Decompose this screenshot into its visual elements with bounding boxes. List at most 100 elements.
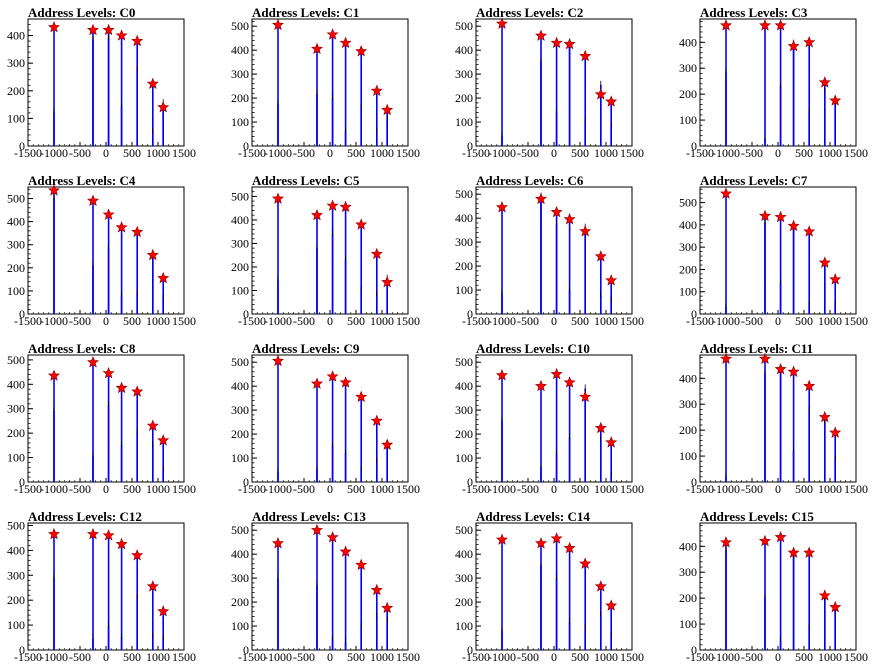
peak-marker (803, 36, 816, 48)
y-tick-label: 300 (7, 402, 25, 416)
peak-marker (579, 225, 592, 237)
x-tick-label: -1500 (686, 650, 714, 664)
x-tick-label: 0 (775, 146, 781, 160)
x-tick-label: 0 (327, 314, 333, 328)
peak-marker (594, 88, 607, 100)
peak-marker (758, 19, 772, 31)
x-tick-label: 1500 (844, 146, 868, 160)
y-tick-label: 200 (455, 91, 473, 105)
peak-marker (818, 589, 831, 601)
y-tick-label: 200 (455, 427, 473, 441)
y-tick-label: 300 (679, 565, 697, 579)
x-tick-label: 500 (123, 650, 141, 664)
peak-marker (495, 533, 509, 545)
peak-marker (146, 248, 159, 261)
x-tick-label: -500 (69, 314, 91, 328)
y-tick-label: 0 (467, 307, 473, 321)
y-tick-label: 200 (7, 593, 25, 607)
peak-marker (370, 583, 383, 596)
peak-marker (146, 580, 159, 592)
panel-title: Address Levels: C15 (700, 509, 814, 524)
peak-marker (550, 532, 563, 544)
y-tick-label: 400 (7, 377, 25, 391)
peak-marker (102, 367, 115, 379)
peak-marker (605, 599, 618, 611)
histogram-panel: Address Levels: C60100200300400500-1500-… (455, 173, 644, 328)
y-tick-label: 300 (7, 56, 25, 70)
peak-marker (579, 557, 592, 569)
x-tick-label: -500 (293, 314, 315, 328)
y-tick-label: 300 (455, 571, 473, 585)
peak-marker (605, 95, 618, 107)
y-tick-label: 400 (455, 547, 473, 561)
x-tick-label: 0 (327, 482, 333, 496)
y-tick-label: 300 (231, 403, 249, 417)
y-tick-label: 200 (231, 427, 249, 441)
y-tick-label: 100 (231, 451, 249, 465)
peak-marker (310, 377, 324, 389)
x-tick-label: -1000 (40, 650, 68, 664)
y-tick-label: 400 (231, 379, 249, 393)
x-tick-label: -1500 (462, 650, 490, 664)
peak-marker (774, 19, 787, 31)
y-tick-label: 100 (455, 115, 473, 129)
peak-marker (818, 256, 831, 268)
x-tick-label: 0 (775, 482, 781, 496)
x-tick-label: 1000 (146, 146, 170, 160)
x-tick-label: 0 (327, 146, 333, 160)
peak-marker (355, 45, 368, 57)
y-tick-label: 300 (455, 235, 473, 249)
peak-marker (146, 77, 159, 89)
peak-marker (495, 17, 509, 29)
panel-title: Address Levels: C4 (28, 173, 136, 188)
peak-marker (534, 192, 548, 205)
y-tick-label: 500 (7, 353, 25, 367)
x-tick-label: -500 (69, 146, 91, 160)
peak-marker (271, 18, 285, 31)
x-tick-label: 1500 (172, 146, 196, 160)
y-tick-label: 300 (455, 67, 473, 81)
y-tick-label: 200 (231, 260, 249, 274)
x-tick-label: -1000 (712, 146, 740, 160)
x-tick-label: 0 (551, 146, 557, 160)
x-tick-label: 1500 (844, 650, 868, 664)
y-tick-label: 500 (7, 518, 25, 532)
peak-marker (146, 419, 159, 431)
x-tick-label: -500 (293, 482, 315, 496)
x-tick-label: -1500 (14, 482, 42, 496)
y-tick-label: 0 (243, 139, 249, 153)
peak-marker (594, 421, 607, 434)
peak-marker (829, 273, 842, 285)
peak-marker (355, 218, 368, 230)
peak-marker (495, 369, 509, 381)
y-tick-label: 300 (679, 61, 697, 75)
peak-marker (787, 365, 800, 377)
x-tick-label: -500 (741, 482, 763, 496)
peak-marker (86, 356, 100, 368)
x-tick-label: 1500 (172, 482, 196, 496)
peak-marker (326, 370, 339, 382)
x-tick-label: 1000 (594, 650, 618, 664)
y-tick-label: 200 (679, 87, 697, 101)
peak-marker (605, 274, 618, 286)
peak-marker (355, 558, 368, 571)
peak-marker (803, 225, 816, 237)
peak-marker (115, 221, 128, 233)
panel-title: Address Levels: C2 (476, 5, 583, 20)
panel-title: Address Levels: C3 (700, 5, 808, 20)
peak-marker (829, 426, 842, 438)
x-tick-label: 1000 (594, 146, 618, 160)
x-tick-label: -1500 (462, 314, 490, 328)
peak-marker (605, 436, 618, 448)
y-tick-label: 400 (455, 211, 473, 225)
peak-marker (326, 28, 339, 40)
y-tick-label: 300 (679, 240, 697, 254)
y-tick-label: 500 (455, 523, 473, 537)
peak-marker (550, 36, 563, 49)
x-tick-label: 1500 (172, 650, 196, 664)
y-tick-label: 0 (467, 475, 473, 489)
peak-marker (310, 208, 324, 221)
x-tick-label: -1000 (264, 650, 292, 664)
y-tick-label: 0 (691, 475, 697, 489)
peak-marker (102, 23, 115, 36)
